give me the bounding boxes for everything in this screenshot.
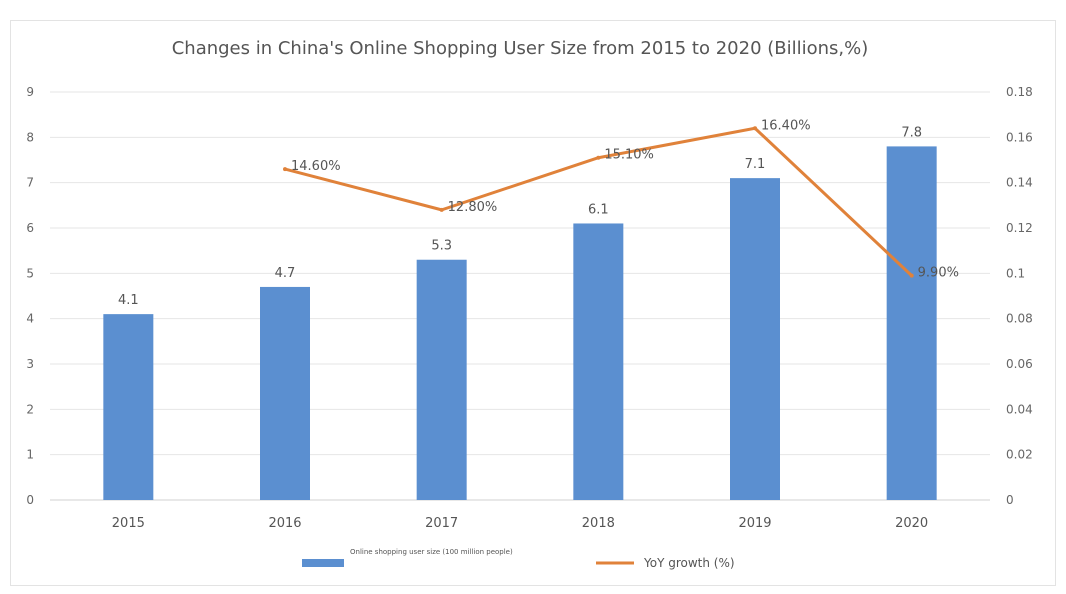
legend: Online shopping user size (100 million p…: [302, 548, 735, 570]
line-point: [439, 207, 444, 212]
right-tick-label: 0.18: [1006, 85, 1033, 99]
right-tick-label: 0.1: [1006, 266, 1025, 280]
bar-series: 4.1 4.7 5.3 6.1 7.1 7.8: [103, 125, 937, 500]
x-tick-label: 2020: [895, 516, 928, 531]
left-tick-label: 9: [26, 85, 34, 99]
line-series: 14.60% 12.80% 15.10% 16.40% 9.90%: [283, 118, 959, 281]
legend-bar-label: Online shopping user size (100 million p…: [350, 548, 513, 556]
bar-data-label: 4.1: [118, 293, 139, 308]
bar: [260, 286, 310, 500]
bar: [103, 314, 154, 500]
chart-frame: [10, 20, 1056, 586]
left-tick-label: 0: [26, 493, 34, 507]
x-tick-label: 2018: [582, 516, 615, 531]
line-point: [909, 273, 914, 278]
line-data-label: 16.40%: [761, 118, 811, 133]
bar: [886, 146, 937, 500]
left-tick-label: 2: [26, 402, 34, 416]
chart-title: Changes in China's Online Shopping User …: [172, 38, 869, 59]
bar-data-label: 7.8: [901, 125, 922, 140]
right-tick-label: 0.14: [1006, 176, 1033, 190]
x-axis-ticks: 2015 2016 2017 2018 2019 2020: [112, 516, 928, 531]
line-data-label: 15.10%: [604, 148, 654, 163]
right-tick-label: 0.04: [1006, 402, 1033, 416]
left-tick-label: 6: [26, 221, 34, 235]
line-data-label: 12.80%: [448, 200, 498, 215]
bar-data-label: 4.7: [275, 266, 296, 281]
x-tick-label: 2019: [738, 516, 771, 531]
right-tick-label: 0.12: [1006, 221, 1033, 235]
right-tick-label: 0.16: [1006, 130, 1033, 144]
line-point: [283, 167, 287, 172]
left-tick-label: 3: [26, 357, 34, 371]
line-data-label: 9.90%: [918, 266, 959, 281]
bar: [416, 259, 467, 500]
left-tick-label: 8: [26, 130, 34, 144]
left-tick-label: 7: [26, 176, 34, 190]
right-tick-label: 0.02: [1006, 448, 1033, 462]
right-tick-label: 0: [1006, 493, 1014, 507]
bar: [730, 178, 780, 500]
bar-data-label: 7.1: [745, 157, 766, 172]
line-data-label: 14.60%: [291, 159, 341, 174]
legend-line-label: YoY growth (%): [643, 556, 735, 570]
left-tick-label: 5: [26, 266, 34, 280]
left-axis-ticks: 0 1 2 3 4 5 6 7 8 9: [26, 85, 34, 507]
left-tick-label: 1: [26, 448, 34, 462]
x-tick-label: 2016: [268, 516, 301, 531]
right-tick-label: 0.06: [1006, 357, 1033, 371]
bar-data-label: 6.1: [588, 202, 609, 217]
line-point: [596, 155, 601, 160]
x-tick-label: 2015: [112, 516, 145, 531]
line-point: [753, 126, 757, 131]
left-tick-label: 4: [26, 312, 34, 326]
right-tick-label: 0.08: [1006, 312, 1033, 326]
bar-data-label: 5.3: [431, 239, 452, 254]
right-axis-ticks: 0 0.02 0.04 0.06 0.08 0.1 0.12 0.14 0.16 0.18: [1006, 85, 1033, 507]
gridlines: [50, 91, 990, 501]
bar: [573, 223, 624, 500]
legend-bar-swatch: [302, 559, 344, 567]
x-tick-label: 2017: [425, 516, 458, 531]
